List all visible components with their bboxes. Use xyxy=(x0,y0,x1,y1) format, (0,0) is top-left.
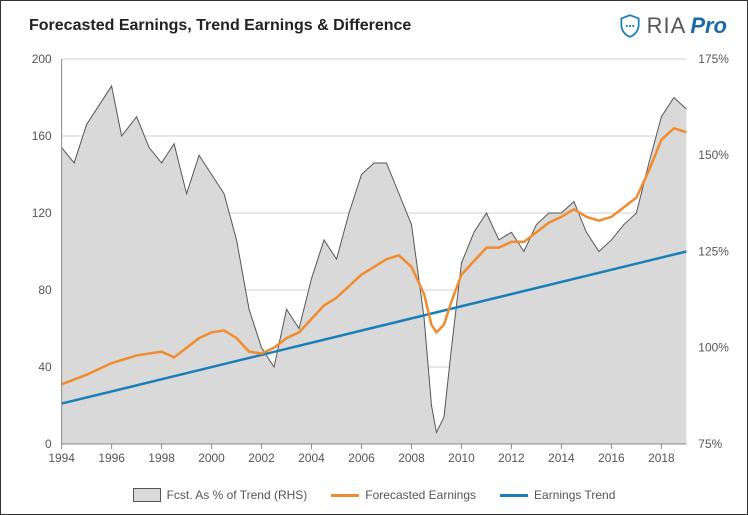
logo-text-ria: RIA xyxy=(647,13,687,39)
legend-item-area: Fcst. As % of Trend (RHS) xyxy=(133,488,308,502)
legend: Fcst. As % of Trend (RHS) Forecasted Ear… xyxy=(1,488,747,502)
plot-area: 1994199619982000200220042006200820102012… xyxy=(61,59,687,444)
svg-text:150%: 150% xyxy=(698,148,729,162)
svg-text:2000: 2000 xyxy=(198,451,225,465)
svg-text:2006: 2006 xyxy=(348,451,375,465)
legend-item-forecast: Forecasted Earnings xyxy=(331,488,476,502)
svg-text:100%: 100% xyxy=(698,341,729,355)
svg-text:2016: 2016 xyxy=(598,451,625,465)
svg-text:200: 200 xyxy=(32,52,52,66)
riapro-logo: RIA Pro xyxy=(617,13,727,39)
legend-label: Earnings Trend xyxy=(534,488,615,502)
svg-text:2012: 2012 xyxy=(498,451,525,465)
legend-swatch-area xyxy=(133,488,161,502)
svg-text:1996: 1996 xyxy=(98,451,125,465)
svg-text:40: 40 xyxy=(38,360,52,374)
svg-text:1998: 1998 xyxy=(148,451,175,465)
plot-svg: 1994199619982000200220042006200820102012… xyxy=(61,59,687,444)
svg-text:0: 0 xyxy=(45,437,52,451)
svg-text:2002: 2002 xyxy=(248,451,275,465)
svg-text:160: 160 xyxy=(32,129,52,143)
svg-text:2018: 2018 xyxy=(648,451,675,465)
chart-title: Forecasted Earnings, Trend Earnings & Di… xyxy=(29,17,411,35)
svg-text:175%: 175% xyxy=(698,52,729,66)
svg-text:2010: 2010 xyxy=(448,451,475,465)
svg-text:120: 120 xyxy=(32,206,52,220)
legend-line-trend xyxy=(500,494,528,497)
legend-line-forecast xyxy=(331,494,359,497)
logo-text-pro: Pro xyxy=(690,13,727,39)
chart-container: Forecasted Earnings, Trend Earnings & Di… xyxy=(0,0,748,515)
legend-label: Forecasted Earnings xyxy=(365,488,476,502)
chart-header: Forecasted Earnings, Trend Earnings & Di… xyxy=(29,13,727,39)
svg-text:1994: 1994 xyxy=(48,451,75,465)
svg-text:2008: 2008 xyxy=(398,451,425,465)
legend-label: Fcst. As % of Trend (RHS) xyxy=(167,488,308,502)
legend-item-trend: Earnings Trend xyxy=(500,488,615,502)
svg-text:2004: 2004 xyxy=(298,451,325,465)
svg-text:2014: 2014 xyxy=(548,451,575,465)
shield-icon xyxy=(617,13,643,39)
svg-text:80: 80 xyxy=(38,283,52,297)
svg-text:125%: 125% xyxy=(698,244,729,258)
svg-text:75%: 75% xyxy=(698,437,722,451)
